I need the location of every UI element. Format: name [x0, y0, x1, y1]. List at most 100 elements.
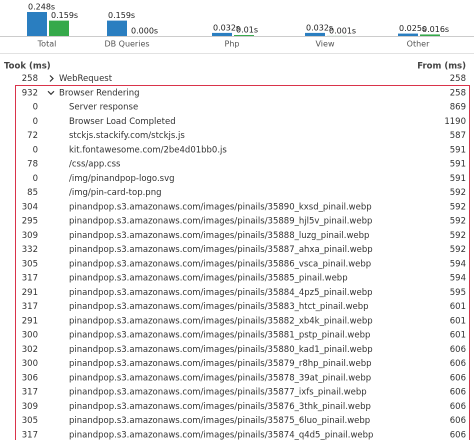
from-ms: 591 — [450, 160, 466, 170]
took-ms: 332 — [22, 245, 38, 255]
event-name[interactable]: pinandpop.s3.amazonaws.com/images/pinail… — [69, 430, 373, 440]
took-ms: 309 — [22, 231, 38, 241]
time-bar[interactable] — [305, 32, 325, 36]
took-ms: 85 — [27, 188, 38, 198]
from-ms: 1190 — [444, 117, 466, 127]
took-ms: 258 — [22, 74, 38, 84]
from-ms: 601 — [450, 331, 466, 341]
event-name[interactable]: stckjs.stackify.com/stckjs.js — [69, 131, 185, 141]
event-name[interactable]: pinandpop.s3.amazonaws.com/images/pinail… — [69, 274, 348, 284]
from-ms: 606 — [450, 430, 466, 440]
event-name[interactable]: pinandpop.s3.amazonaws.com/images/pinail… — [69, 217, 372, 227]
bar-value-label: 0.01s — [236, 26, 258, 35]
event-name[interactable]: pinandpop.s3.amazonaws.com/images/pinail… — [69, 373, 371, 383]
expand-caret[interactable] — [47, 90, 55, 96]
event-name[interactable]: pinandpop.s3.amazonaws.com/images/pinail… — [69, 345, 373, 355]
time-bar[interactable] — [420, 34, 440, 36]
from-ms: 258 — [450, 88, 466, 98]
from-header: From (ms) — [417, 62, 466, 72]
took-ms: 309 — [22, 402, 38, 412]
event-name[interactable]: pinandpop.s3.amazonaws.com/images/pinail… — [69, 231, 369, 241]
event-name[interactable]: pinandpop.s3.amazonaws.com/images/pinail… — [69, 416, 370, 426]
took-ms: 317 — [22, 388, 38, 398]
took-ms: 0 — [33, 145, 38, 155]
from-ms: 594 — [450, 259, 466, 269]
took-ms: 0 — [33, 174, 38, 184]
took-ms: 305 — [22, 259, 38, 269]
from-ms: 592 — [450, 245, 466, 255]
took-ms: 317 — [22, 274, 38, 284]
took-ms: 317 — [22, 430, 38, 440]
from-ms: 258 — [450, 74, 466, 84]
event-name[interactable]: /img/pin-card-top.png — [69, 188, 161, 198]
took-ms: 0 — [33, 103, 38, 113]
took-ms: 300 — [22, 359, 38, 369]
event-name[interactable]: pinandpop.s3.amazonaws.com/images/pinail… — [69, 302, 369, 312]
from-ms: 592 — [450, 217, 466, 227]
category-label[interactable]: Total — [37, 40, 57, 49]
time-bar[interactable] — [27, 12, 47, 36]
category-label[interactable]: Php — [225, 40, 240, 49]
event-name[interactable]: pinandpop.s3.amazonaws.com/images/pinail… — [69, 202, 372, 212]
took-ms: 305 — [22, 416, 38, 426]
took-ms: 317 — [22, 302, 38, 312]
time-bar[interactable] — [107, 20, 127, 36]
time-bar[interactable] — [398, 33, 418, 36]
took-ms: 302 — [22, 345, 38, 355]
time-bar[interactable] — [234, 35, 254, 36]
event-name[interactable]: pinandpop.s3.amazonaws.com/images/pinail… — [69, 331, 370, 341]
took-ms: 0 — [33, 117, 38, 127]
took-ms: 300 — [22, 331, 38, 341]
bar-value-label: 0.001s — [329, 26, 356, 35]
event-name[interactable]: pinandpop.s3.amazonaws.com/images/pinail… — [69, 359, 372, 369]
time-bar[interactable] — [212, 32, 232, 36]
from-ms: 601 — [450, 316, 466, 326]
bar-value-label: 0.159s — [108, 11, 135, 20]
bar-value-label: 0.016s — [422, 25, 449, 34]
bar-value-label: 0.032s — [213, 23, 240, 32]
from-ms: 594 — [450, 274, 466, 284]
from-ms: 606 — [450, 402, 466, 412]
bar-value-label: 0.025s — [399, 24, 426, 33]
from-ms: 587 — [450, 131, 466, 141]
selection-box — [15, 85, 470, 440]
bar-value-label: 0.248s — [28, 3, 55, 12]
event-name[interactable]: pinandpop.s3.amazonaws.com/images/pinail… — [69, 316, 373, 326]
time-bar[interactable] — [49, 20, 69, 36]
from-ms: 601 — [450, 302, 466, 312]
took-ms: 306 — [22, 373, 38, 383]
event-name[interactable]: pinandpop.s3.amazonaws.com/images/pinail… — [69, 288, 373, 298]
event-name[interactable]: WebRequest — [59, 74, 113, 84]
event-name[interactable]: pinandpop.s3.amazonaws.com/images/pinail… — [69, 388, 367, 398]
from-ms: 606 — [450, 359, 466, 369]
event-name[interactable]: /img/pinandpop-logo.svg — [69, 174, 175, 184]
took-ms: 304 — [22, 202, 38, 212]
category-label[interactable]: View — [316, 40, 335, 49]
from-ms: 592 — [450, 188, 466, 198]
bar-value-label: 0.159s — [51, 11, 78, 20]
event-name[interactable]: Browser Load Completed — [69, 117, 176, 127]
took-ms: 291 — [22, 288, 38, 298]
expand-caret[interactable] — [49, 75, 54, 82]
event-name[interactable]: pinandpop.s3.amazonaws.com/images/pinail… — [69, 402, 371, 412]
event-name[interactable]: pinandpop.s3.amazonaws.com/images/pinail… — [69, 245, 373, 255]
event-name[interactable]: kit.fontawesome.com/2be4d01bb0.js — [69, 145, 227, 155]
from-ms: 606 — [450, 373, 466, 383]
took-ms: 72 — [27, 131, 38, 141]
from-ms: 606 — [450, 388, 466, 398]
from-ms: 869 — [450, 103, 466, 113]
event-name[interactable]: pinandpop.s3.amazonaws.com/images/pinail… — [69, 259, 371, 269]
from-ms: 591 — [450, 145, 466, 155]
category-label[interactable]: DB Queries — [104, 40, 149, 49]
event-name[interactable]: Server response — [69, 103, 138, 113]
bar-value-label: 0.000s — [131, 27, 158, 36]
event-name[interactable]: Browser Rendering — [59, 88, 140, 98]
category-label[interactable]: Other — [407, 40, 430, 49]
from-ms: 606 — [450, 345, 466, 355]
took-ms: 932 — [22, 88, 38, 98]
took-ms: 295 — [22, 217, 38, 227]
event-name[interactable]: /css/app.css — [69, 160, 121, 170]
took-ms: 291 — [22, 316, 38, 326]
from-ms: 592 — [450, 231, 466, 241]
